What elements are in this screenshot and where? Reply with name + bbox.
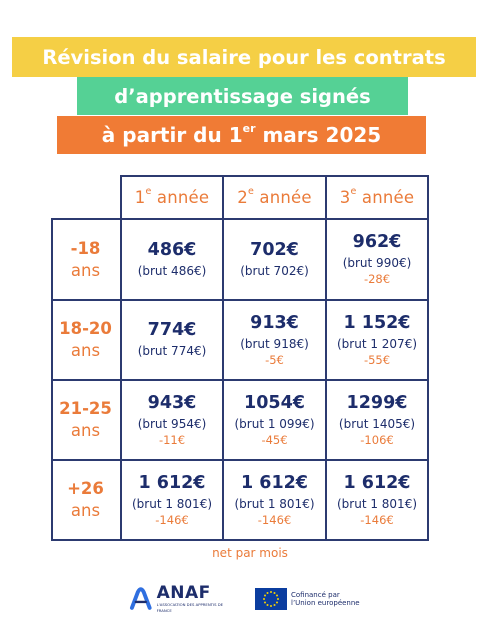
net-salary: 962€ xyxy=(352,232,402,252)
eu-caption-line2: l’Union européenne xyxy=(291,599,360,607)
net-salary: 1299€ xyxy=(346,392,408,413)
column-header-year1-sup: e xyxy=(145,185,152,197)
title-banner-line1: Révision du salaire pour les contrats xyxy=(12,37,476,77)
row-header-age: 18-20 xyxy=(59,319,112,338)
salary-cell: 774€ (brut 774€) xyxy=(122,301,222,379)
net-salary: 1 152€ xyxy=(343,312,411,333)
gross-salary: (brut 1 801€) xyxy=(336,496,418,511)
eu-caption-line1: Cofinancé par xyxy=(291,590,340,599)
column-header-year3-num: 3 xyxy=(339,187,351,207)
salary-difference: -146€ xyxy=(360,512,394,527)
gross-salary: (brut 918€) xyxy=(240,336,309,351)
net-salary: 1 612€ xyxy=(138,472,206,493)
salary-cell: 1 612€ (brut 1 801€) -146€ xyxy=(122,461,222,539)
column-header-year1-num: 1 xyxy=(134,187,146,207)
footnote-net-per-month: net par mois xyxy=(212,546,288,560)
eu-cofunding-logo: Cofinancé par l’Union européenne xyxy=(255,586,375,612)
net-salary: 1054€ xyxy=(244,392,305,413)
row-header-age: +26 xyxy=(67,479,104,498)
gross-salary: (brut 1 801€) xyxy=(234,496,315,511)
salary-cell: 1 152€ (brut 1 207€) -55€ xyxy=(327,301,427,379)
salary-difference: -45€ xyxy=(261,432,288,447)
salary-difference: -106€ xyxy=(360,432,394,447)
row-header-21-25: 21-25 ans xyxy=(51,381,120,459)
net-salary: 943€ xyxy=(147,392,197,413)
title-banner-line3: à partir du 1 er mars 2025 xyxy=(57,116,426,154)
salary-cell: 1 612€ (brut 1 801€) -146€ xyxy=(224,461,325,539)
row-header-over26: +26 ans xyxy=(51,461,120,539)
salary-cell: 1 612€ (brut 1 801€) -146€ xyxy=(327,461,427,539)
gross-salary: (brut 1405€) xyxy=(338,416,416,431)
row-header-age: 21-25 xyxy=(59,399,112,418)
net-salary: 486€ xyxy=(147,239,197,260)
row-header-unit: ans xyxy=(70,260,101,280)
title-line3-prefix: à partir du 1 xyxy=(101,123,243,147)
column-header-year1-label: année xyxy=(151,187,210,207)
column-header-year2-sup: e xyxy=(247,185,254,197)
anaf-subtitle: L'ASSOCIATION DES APPRENTIS DE FRANCE xyxy=(156,601,224,613)
gross-salary: (brut 1 099€) xyxy=(234,416,315,431)
gross-salary: (brut 774€) xyxy=(137,344,207,358)
title-line2: d’apprentissage signés xyxy=(114,84,371,108)
salary-difference: -11€ xyxy=(158,432,186,447)
salary-difference: -146€ xyxy=(155,512,189,527)
title-banner-line2: d’apprentissage signés xyxy=(77,77,408,115)
net-salary: 702€ xyxy=(250,239,299,260)
gross-salary: (brut 954€) xyxy=(137,416,207,431)
title-line1: Révision du salaire pour les contrats xyxy=(42,45,446,69)
anaf-logo: ANAF L'ASSOCIATION DES APPRENTIS DE FRAN… xyxy=(128,582,238,613)
anaf-name: ANAF xyxy=(156,582,211,603)
salary-cell: 1299€ (brut 1405€) -106€ xyxy=(327,381,427,459)
salary-difference: -55€ xyxy=(363,352,391,367)
row-header-unit: ans xyxy=(70,341,101,360)
salary-cell: 913€ (brut 918€) -5€ xyxy=(224,301,325,379)
row-header-age: -18 xyxy=(70,238,101,258)
net-salary: 913€ xyxy=(250,312,299,333)
salary-cell: 702€ (brut 702€) xyxy=(224,220,325,299)
gross-salary: (brut 1 207€) xyxy=(336,336,418,351)
net-salary: 774€ xyxy=(147,320,197,340)
row-header-unit: ans xyxy=(70,501,101,520)
column-header-year2-num: 2 xyxy=(237,187,248,207)
eu-flag-icon xyxy=(255,588,287,610)
salary-cell: 486€ (brut 486€) xyxy=(122,220,222,299)
gross-salary: (brut 486€) xyxy=(137,263,207,278)
row-header-unit: ans xyxy=(70,421,101,440)
salary-difference: -5€ xyxy=(265,352,284,367)
salary-cell: 1054€ (brut 1 099€) -45€ xyxy=(224,381,325,459)
salary-difference: -146€ xyxy=(257,512,292,527)
salary-difference: -28€ xyxy=(363,272,391,286)
gross-salary: (brut 1 801€) xyxy=(131,496,213,511)
salary-cell: 962€ (brut 990€) -28€ xyxy=(327,220,427,299)
title-line3-sup: er xyxy=(242,121,256,135)
column-header-year2-label: année xyxy=(253,187,312,207)
title-line3-suffix: mars 2025 xyxy=(255,123,382,147)
anaf-mark-icon xyxy=(129,587,152,610)
salary-cell: 943€ (brut 954€) -11€ xyxy=(122,381,222,459)
net-salary: 1 612€ xyxy=(343,472,411,493)
row-header-18-20: 18-20 ans xyxy=(51,301,120,379)
gross-salary: (brut 990€) xyxy=(342,256,412,270)
net-salary: 1 612€ xyxy=(241,472,308,493)
column-header-year3-label: année xyxy=(356,187,415,207)
column-header-year3-sup: e xyxy=(350,185,357,197)
row-header-under18: -18 ans xyxy=(51,220,120,299)
gross-salary: (brut 702€) xyxy=(240,263,309,278)
